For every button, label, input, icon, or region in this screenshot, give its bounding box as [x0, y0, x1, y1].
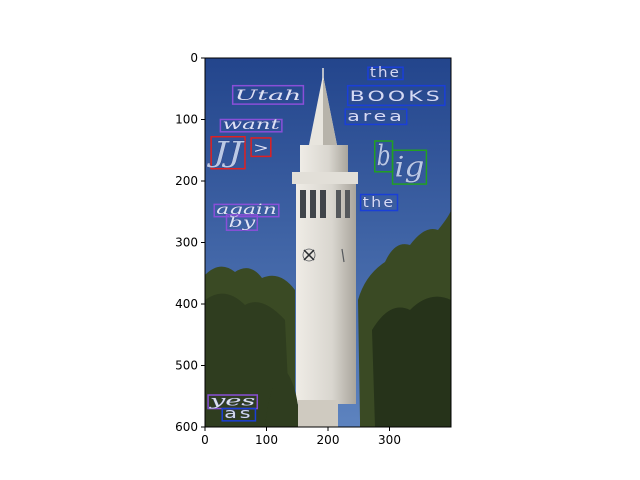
annotation-box — [219, 118, 283, 133]
text-annotation: JJ — [206, 135, 246, 170]
annotation-box — [210, 135, 246, 170]
annotation-text: want — [222, 117, 280, 133]
annotation-box — [221, 407, 257, 422]
text-annotation: > — [250, 137, 272, 158]
text-annotation: BOOKS — [346, 84, 446, 107]
annotation-text: as — [224, 406, 253, 422]
annotation-box — [344, 108, 408, 126]
text-annotation: want — [219, 117, 283, 133]
annotation-text: yes — [208, 394, 255, 410]
y-tick-label: 100 — [175, 113, 198, 127]
y-tick-label: 500 — [175, 359, 198, 373]
annotation-text: the — [363, 195, 396, 211]
text-annotation: the — [367, 65, 404, 81]
tower-belfry-top — [300, 145, 348, 173]
text-annotation: as — [221, 406, 257, 422]
annotation-box — [391, 149, 428, 185]
x-tick-label: 0 — [201, 433, 209, 447]
annotation-text: area — [347, 109, 405, 125]
tower-base — [298, 400, 338, 427]
annotation-text: JJ — [207, 136, 246, 169]
tree-foreground — [265, 370, 300, 427]
annotation-box — [225, 214, 259, 231]
tower-shaft — [296, 184, 356, 404]
annotation-box — [231, 84, 305, 105]
annotation-box — [359, 193, 399, 212]
x-tick-label: 100 — [255, 433, 278, 447]
y-tick-label: 200 — [175, 174, 198, 188]
y-axis: 0 100 200 300 400 500 600 — [175, 51, 205, 434]
x-axis: 0 100 200 300 — [201, 427, 401, 447]
y-tick-label: 400 — [175, 297, 198, 311]
annotation-box — [346, 84, 446, 107]
annotation-text: Utah — [235, 88, 302, 104]
text-annotation: yes — [207, 393, 259, 410]
annotation-box — [250, 137, 272, 158]
clock-face-left — [302, 248, 316, 262]
x-tick-label: 200 — [317, 433, 340, 447]
annotation-text: b — [377, 139, 391, 172]
text-annotation: ig — [391, 149, 428, 185]
x-tick-label: 300 — [378, 433, 401, 447]
text-annotation: by — [225, 214, 259, 231]
annotation-text: the — [370, 65, 401, 81]
annotation-box — [367, 66, 404, 81]
annotation-text: > — [253, 140, 269, 156]
trees-right-shadow — [372, 296, 451, 427]
y-tick-label: 0 — [190, 51, 198, 65]
text-annotation: area — [344, 108, 408, 126]
y-tick-label: 600 — [175, 420, 198, 434]
y-tick-label: 300 — [175, 236, 198, 250]
clock-face-right — [341, 248, 345, 263]
annotation-text: by — [229, 215, 257, 231]
text-annotation: the — [359, 193, 399, 212]
clock-tower — [292, 68, 358, 404]
annotation-box — [213, 203, 280, 218]
trees-left-shadow — [205, 293, 290, 427]
text-annotation: b — [373, 139, 394, 173]
photo — [205, 58, 451, 427]
text-annotation: Utah — [231, 84, 305, 105]
annotation-text: BOOKS — [350, 89, 443, 105]
annotation-text: ig — [395, 151, 425, 184]
